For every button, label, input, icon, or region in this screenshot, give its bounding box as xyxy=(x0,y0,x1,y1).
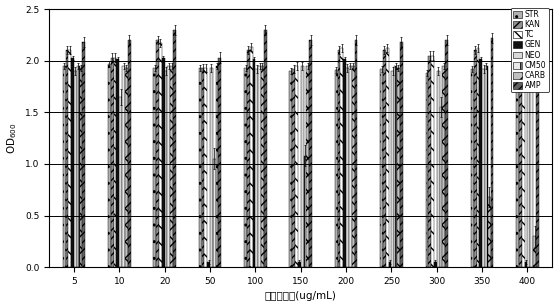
Bar xyxy=(479,59,482,267)
Bar xyxy=(215,66,218,267)
Bar xyxy=(122,66,125,267)
Bar xyxy=(485,66,488,267)
Bar xyxy=(68,50,71,267)
Bar xyxy=(264,30,267,267)
Bar xyxy=(213,159,215,267)
Bar xyxy=(290,71,292,267)
Bar xyxy=(431,56,434,267)
Bar xyxy=(156,40,159,267)
Bar xyxy=(490,38,493,267)
Bar xyxy=(62,66,65,267)
Bar xyxy=(477,48,479,267)
Bar xyxy=(516,68,519,267)
Bar xyxy=(471,69,474,267)
Bar xyxy=(201,68,204,267)
Bar xyxy=(527,68,530,267)
Bar xyxy=(173,30,176,267)
Bar xyxy=(250,47,253,267)
Bar xyxy=(244,68,247,267)
Bar xyxy=(256,69,258,267)
Bar xyxy=(386,48,388,267)
Bar xyxy=(298,262,301,267)
Bar xyxy=(199,68,201,267)
Bar xyxy=(117,59,119,267)
Bar xyxy=(400,42,403,267)
Bar xyxy=(338,50,340,267)
Bar xyxy=(474,50,477,267)
Bar xyxy=(111,58,114,267)
Bar xyxy=(533,236,536,267)
Bar xyxy=(218,58,222,267)
Bar xyxy=(426,73,429,267)
Bar xyxy=(522,47,525,267)
Bar xyxy=(519,50,522,267)
Bar xyxy=(388,262,391,267)
Bar xyxy=(162,58,165,267)
Bar xyxy=(253,59,256,267)
Bar xyxy=(434,262,437,267)
Bar xyxy=(159,43,162,267)
Bar xyxy=(525,262,527,267)
Bar xyxy=(80,68,83,267)
Bar xyxy=(482,69,485,267)
Bar xyxy=(128,40,131,267)
Bar xyxy=(352,66,354,267)
Bar xyxy=(429,56,431,267)
Bar xyxy=(119,97,122,267)
Bar xyxy=(261,66,264,267)
Bar xyxy=(346,68,349,267)
Bar xyxy=(395,66,397,267)
Bar xyxy=(335,70,338,267)
Y-axis label: OD$_{600}$: OD$_{600}$ xyxy=(6,122,20,154)
Bar xyxy=(295,66,298,267)
Bar xyxy=(210,68,213,267)
Bar xyxy=(292,69,295,267)
Bar xyxy=(170,66,173,267)
Bar xyxy=(306,66,309,267)
Bar xyxy=(301,66,304,267)
Bar xyxy=(397,68,400,267)
Bar xyxy=(536,40,538,267)
Bar xyxy=(114,58,117,267)
Bar xyxy=(442,66,445,267)
Bar xyxy=(340,48,343,267)
Bar xyxy=(437,71,440,267)
Bar xyxy=(153,68,156,267)
Bar xyxy=(165,71,167,267)
Bar xyxy=(207,262,210,267)
Legend: STR, KAN, TC, GEN, NEO, CM50, CARB, AMP: STR, KAN, TC, GEN, NEO, CM50, CARB, AMP xyxy=(511,8,549,92)
Bar xyxy=(204,68,207,267)
Bar xyxy=(445,40,448,267)
Bar xyxy=(383,50,386,267)
Bar xyxy=(247,50,250,267)
Bar xyxy=(380,69,383,267)
Bar xyxy=(530,66,533,267)
Bar xyxy=(77,66,80,267)
Bar xyxy=(258,66,261,267)
Bar xyxy=(309,40,312,267)
Bar xyxy=(391,71,395,267)
Bar xyxy=(83,42,85,267)
Bar xyxy=(71,58,74,267)
Bar xyxy=(349,66,352,267)
Bar xyxy=(65,50,68,267)
Bar xyxy=(440,107,442,267)
Bar xyxy=(304,156,306,267)
Bar xyxy=(343,59,346,267)
Bar xyxy=(354,40,357,267)
Bar xyxy=(167,66,170,267)
Bar xyxy=(125,68,128,267)
Bar xyxy=(108,64,111,267)
Bar xyxy=(74,71,77,267)
X-axis label: 抗生素浓度(ug/mL): 抗生素浓度(ug/mL) xyxy=(265,291,336,301)
Bar xyxy=(488,197,490,267)
